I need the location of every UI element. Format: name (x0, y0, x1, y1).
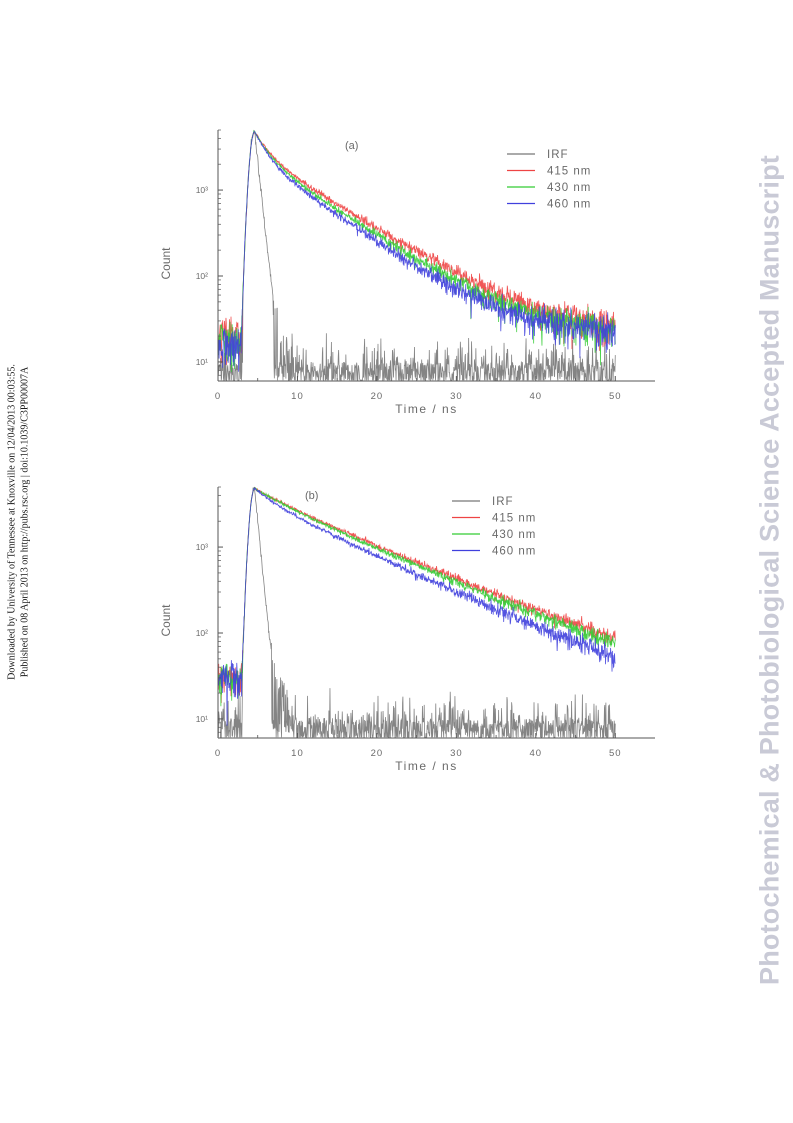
legend: IRF 415 nm 430 nm 460 nm (507, 149, 591, 211)
legend-entry: 415 nm (492, 513, 536, 525)
legend-entry: IRF (492, 496, 514, 508)
x-tick-label: 50 (609, 391, 622, 402)
x-tick-label: 0 (215, 748, 221, 759)
y-tick-label: 10³ (196, 542, 208, 552)
series-460-nm-line (217, 487, 616, 726)
legend-entry: 430 nm (492, 529, 536, 541)
x-tick-label: 40 (530, 391, 543, 402)
x-tick-label: 30 (450, 391, 463, 402)
legend-entry: IRF (547, 149, 569, 161)
x-tick-label: 0 (215, 391, 221, 402)
y-tick-label: 10¹ (196, 357, 208, 367)
series-irf-line (217, 129, 616, 382)
y-tick-label: 10² (196, 271, 208, 281)
watermark-text: Photochemical & Photobiological Science … (754, 155, 785, 985)
decay-chart-b: 0 10 20 30 40 50 10¹ 10² 10³ Time / ns Count (b) IRF… (159, 486, 655, 773)
x-tick-label: 30 (450, 748, 463, 759)
x-tick-label: 50 (609, 748, 622, 759)
legend-entry: 430 nm (547, 182, 591, 194)
panel-label: (a) (345, 140, 358, 152)
manuscript-watermark: Photochemical & Photobiological Science … (748, 155, 792, 985)
series-430-nm-line (217, 486, 616, 707)
y-axis-title: Count (159, 604, 173, 637)
x-axis-title: Time / ns (395, 402, 457, 416)
x-axis-title: Time / ns (395, 759, 457, 773)
y-tick-label: 10¹ (196, 714, 208, 724)
series-irf-line (217, 486, 616, 738)
x-tick-label: 10 (291, 391, 304, 402)
legend-entry: 460 nm (547, 199, 591, 211)
y-tick-label: 10² (196, 628, 208, 638)
y-tick-label: 10³ (196, 185, 208, 195)
panel-label: (b) (305, 490, 318, 502)
series-460-nm-line (217, 131, 616, 372)
legend-entry: 460 nm (492, 546, 536, 558)
y-axis-title: Count (159, 247, 173, 280)
x-tick-label: 40 (530, 748, 543, 759)
legend-entry: 415 nm (547, 166, 591, 178)
x-tick-label: 20 (371, 748, 384, 759)
download-notice-line-1: Downloaded by University of Tennessee at… (6, 364, 18, 680)
download-notice: Downloaded by University of Tennessee at… (1, 352, 37, 692)
legend: IRF 415 nm 430 nm 460 nm (452, 496, 536, 558)
x-tick-label: 10 (291, 748, 304, 759)
series-415-nm-line (217, 486, 616, 704)
x-tick-label: 20 (371, 391, 384, 402)
download-notice-line-2: Published on 08 April 2013 on http://pub… (19, 366, 30, 678)
decay-chart-a: 0 10 20 30 40 50 10¹ 10² 10³ Time / ns Count (a) IRF… (159, 129, 655, 416)
